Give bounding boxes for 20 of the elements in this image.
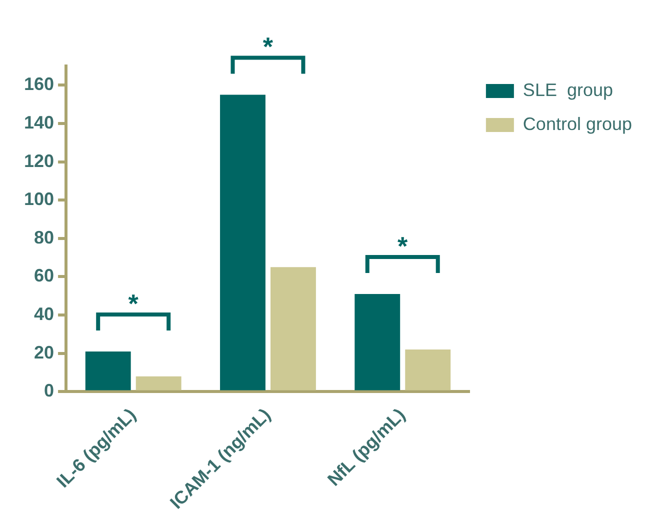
y-tick-label: 140 <box>24 112 54 132</box>
y-tick-label: 60 <box>34 266 54 286</box>
bar <box>270 267 316 390</box>
legend-label: SLE group <box>522 80 613 100</box>
bar <box>405 350 451 390</box>
annotation: * <box>128 288 140 318</box>
y-tick-label: 40 <box>34 304 54 324</box>
y-tick-label: 100 <box>24 189 54 210</box>
bar <box>136 376 182 390</box>
text: * <box>262 32 274 62</box>
bar <box>85 351 131 390</box>
y-tick-label: 160 <box>24 74 54 94</box>
bar <box>220 94 266 390</box>
legend-label: Control group <box>522 114 632 134</box>
y-tick-label: 120 <box>24 150 54 171</box>
annotation: * <box>398 230 409 261</box>
bar <box>354 294 400 390</box>
y-tick-label: 80 <box>34 227 54 248</box>
y-tick-label: 0 <box>44 380 54 401</box>
y-tick-label: 20 <box>34 342 54 362</box>
